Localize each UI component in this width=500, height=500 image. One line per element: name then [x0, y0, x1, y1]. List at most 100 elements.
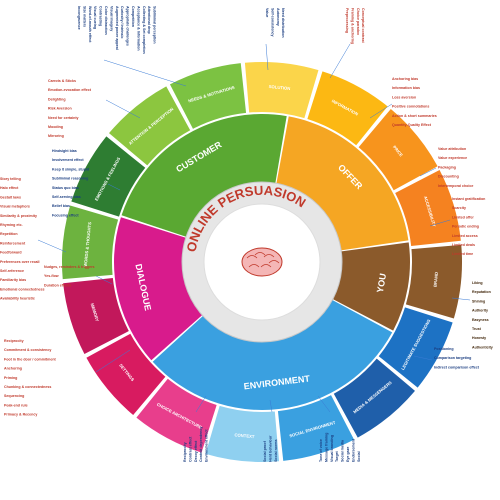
- list-item: Self-consistency: [270, 8, 274, 37]
- list-item: Limited offer: [452, 215, 474, 219]
- segment-14[interactable]: [71, 136, 146, 217]
- connector-line: [369, 103, 393, 119]
- list-item: Sequencing: [4, 394, 24, 398]
- segment-8[interactable]: [277, 395, 355, 461]
- segment-9[interactable]: [205, 405, 280, 462]
- list-item: Belief bias: [52, 204, 70, 208]
- core-environment[interactable]: [152, 300, 393, 410]
- segment-4[interactable]: [395, 169, 461, 247]
- list-item: Packaging: [438, 165, 456, 169]
- list-item: Subliminal reasoning: [52, 177, 88, 181]
- list-item: Focusing effect: [52, 213, 79, 217]
- segment-15[interactable]: [109, 86, 191, 166]
- list-item: Authenticity: [472, 345, 493, 349]
- list-item: Self-serving bias: [52, 195, 81, 199]
- list-item: Social norms: [274, 439, 278, 462]
- item-list-14: Carrots & Sticks Emotion-evocation effect…: [48, 79, 92, 138]
- list-item: Easyness: [472, 318, 489, 322]
- list-item: Repetition: [0, 232, 18, 236]
- brain-fold: [246, 255, 258, 259]
- list-item: Conceptual contrast: [361, 8, 365, 44]
- list-item: Mooding: [48, 125, 63, 129]
- list-item: Indirect comparison effect: [434, 365, 480, 369]
- list-item: Emotion-evocation effect: [48, 88, 92, 92]
- list-item: Delighting: [48, 97, 66, 101]
- list-item: Periodic ending: [452, 225, 479, 229]
- segment-5[interactable]: [405, 244, 462, 319]
- item-list-11: Nudges, reminders & triggers Yes-flow Dura…: [44, 265, 95, 287]
- list-item: Carrots & Sticks: [48, 79, 76, 83]
- brain-icon: [241, 247, 283, 277]
- list-item: Reinforcement: [0, 241, 26, 245]
- list-item: Primacy & Recency: [4, 413, 37, 417]
- connector-line: [413, 355, 433, 361]
- list-item: Environment effect: [205, 429, 209, 462]
- list-item: Value attribution: [438, 147, 466, 151]
- list-item: Appropriate challenges: [126, 6, 130, 46]
- connector-line: [419, 167, 437, 177]
- list-item: Feedforward: [0, 251, 22, 255]
- list-item: Reciprocity: [4, 339, 24, 343]
- item-list-0: Value Self-consistency Autonomy Need distri…: [265, 8, 285, 38]
- list-item: Peak-end rule: [4, 403, 28, 407]
- item-list-5: Liking Reputation Shining Authority Easyness…: [472, 281, 493, 349]
- segment-10[interactable]: [136, 378, 217, 453]
- brain-shape: [241, 247, 283, 277]
- segment-0[interactable]: [169, 63, 247, 129]
- connector-line: [95, 275, 113, 285]
- list-item: Size matters: [82, 6, 86, 27]
- list-item: Intertemporal choice: [438, 184, 473, 188]
- core-you[interactable]: [332, 242, 410, 331]
- list-item: Acceptance & Information: [136, 6, 140, 51]
- list-item: Incongruence: [77, 6, 81, 30]
- item-list-6: Positioning Comparison targeting Indirect …: [434, 347, 480, 369]
- list-item: Foot in the door / commitment: [4, 357, 57, 361]
- segment-label: WORDS & THOUGHTS: [83, 222, 92, 267]
- list-item: Visual imagery: [109, 6, 113, 31]
- connector-line: [429, 219, 451, 227]
- item-lists: Value Self-consistency Autonomy Need distri…: [0, 6, 493, 462]
- item-list-2: Anchoring bias Information bias Loss avers…: [392, 77, 437, 127]
- list-item: Context dependency: [199, 427, 203, 462]
- list-item: Quantity-Quality Effect: [392, 123, 432, 127]
- item-list-3: Value attribution Value experience Packagi…: [438, 147, 473, 188]
- segment-label: BRAND: [432, 272, 438, 288]
- list-item: Collecting & Set completion: [142, 6, 146, 54]
- list-item: Information bias: [392, 86, 420, 90]
- list-item: Word-of-mouth effect: [88, 6, 92, 43]
- list-item: Contrast effect: [188, 436, 192, 462]
- connector-line: [265, 43, 269, 71]
- segment-12[interactable]: [63, 277, 129, 355]
- core-dialogue[interactable]: [113, 217, 203, 361]
- list-item: Social proof: [263, 440, 267, 462]
- brain-fold: [263, 254, 275, 258]
- list-item: Halo effect: [0, 186, 19, 190]
- connector-line: [451, 297, 471, 301]
- list-item: Need distribution: [281, 8, 285, 38]
- list-item: Hindsight bias: [52, 149, 77, 153]
- item-list-12: Story telling Halo effect Gestalt laws Visu…: [0, 177, 45, 301]
- item-list-10: Reciprocity Commitment & consistency Foot …: [4, 339, 57, 417]
- list-item: Emotional connectedness: [0, 287, 45, 291]
- list-item: Eye gaze: [346, 447, 350, 462]
- list-item: Self-reference: [0, 269, 24, 273]
- connector-line: [329, 43, 351, 79]
- list-item: Reciprocity: [183, 442, 187, 462]
- core-customer[interactable]: [121, 114, 287, 237]
- segment-13[interactable]: [61, 205, 119, 280]
- list-item: Framing & anchoring: [350, 8, 354, 44]
- list-item: Honesty: [472, 336, 486, 340]
- segment-1[interactable]: [244, 61, 319, 119]
- segment-11[interactable]: [86, 333, 166, 415]
- list-item: Attentional drop: [147, 6, 151, 35]
- segment-2[interactable]: [307, 71, 388, 146]
- core-offer[interactable]: [276, 116, 409, 251]
- segment-3[interactable]: [358, 109, 438, 191]
- item-list-1: Preprocessing Framing & anchoring Choice p…: [345, 8, 365, 44]
- list-item: Rhyming etc.: [0, 223, 23, 227]
- list-item: Preprocessing: [345, 8, 349, 33]
- item-list-8: Social proof Herd behaviour Social norms: [263, 435, 278, 462]
- segment-6[interactable]: [378, 307, 453, 388]
- segment-7[interactable]: [333, 358, 415, 438]
- segment-label: MEMORY: [90, 303, 100, 323]
